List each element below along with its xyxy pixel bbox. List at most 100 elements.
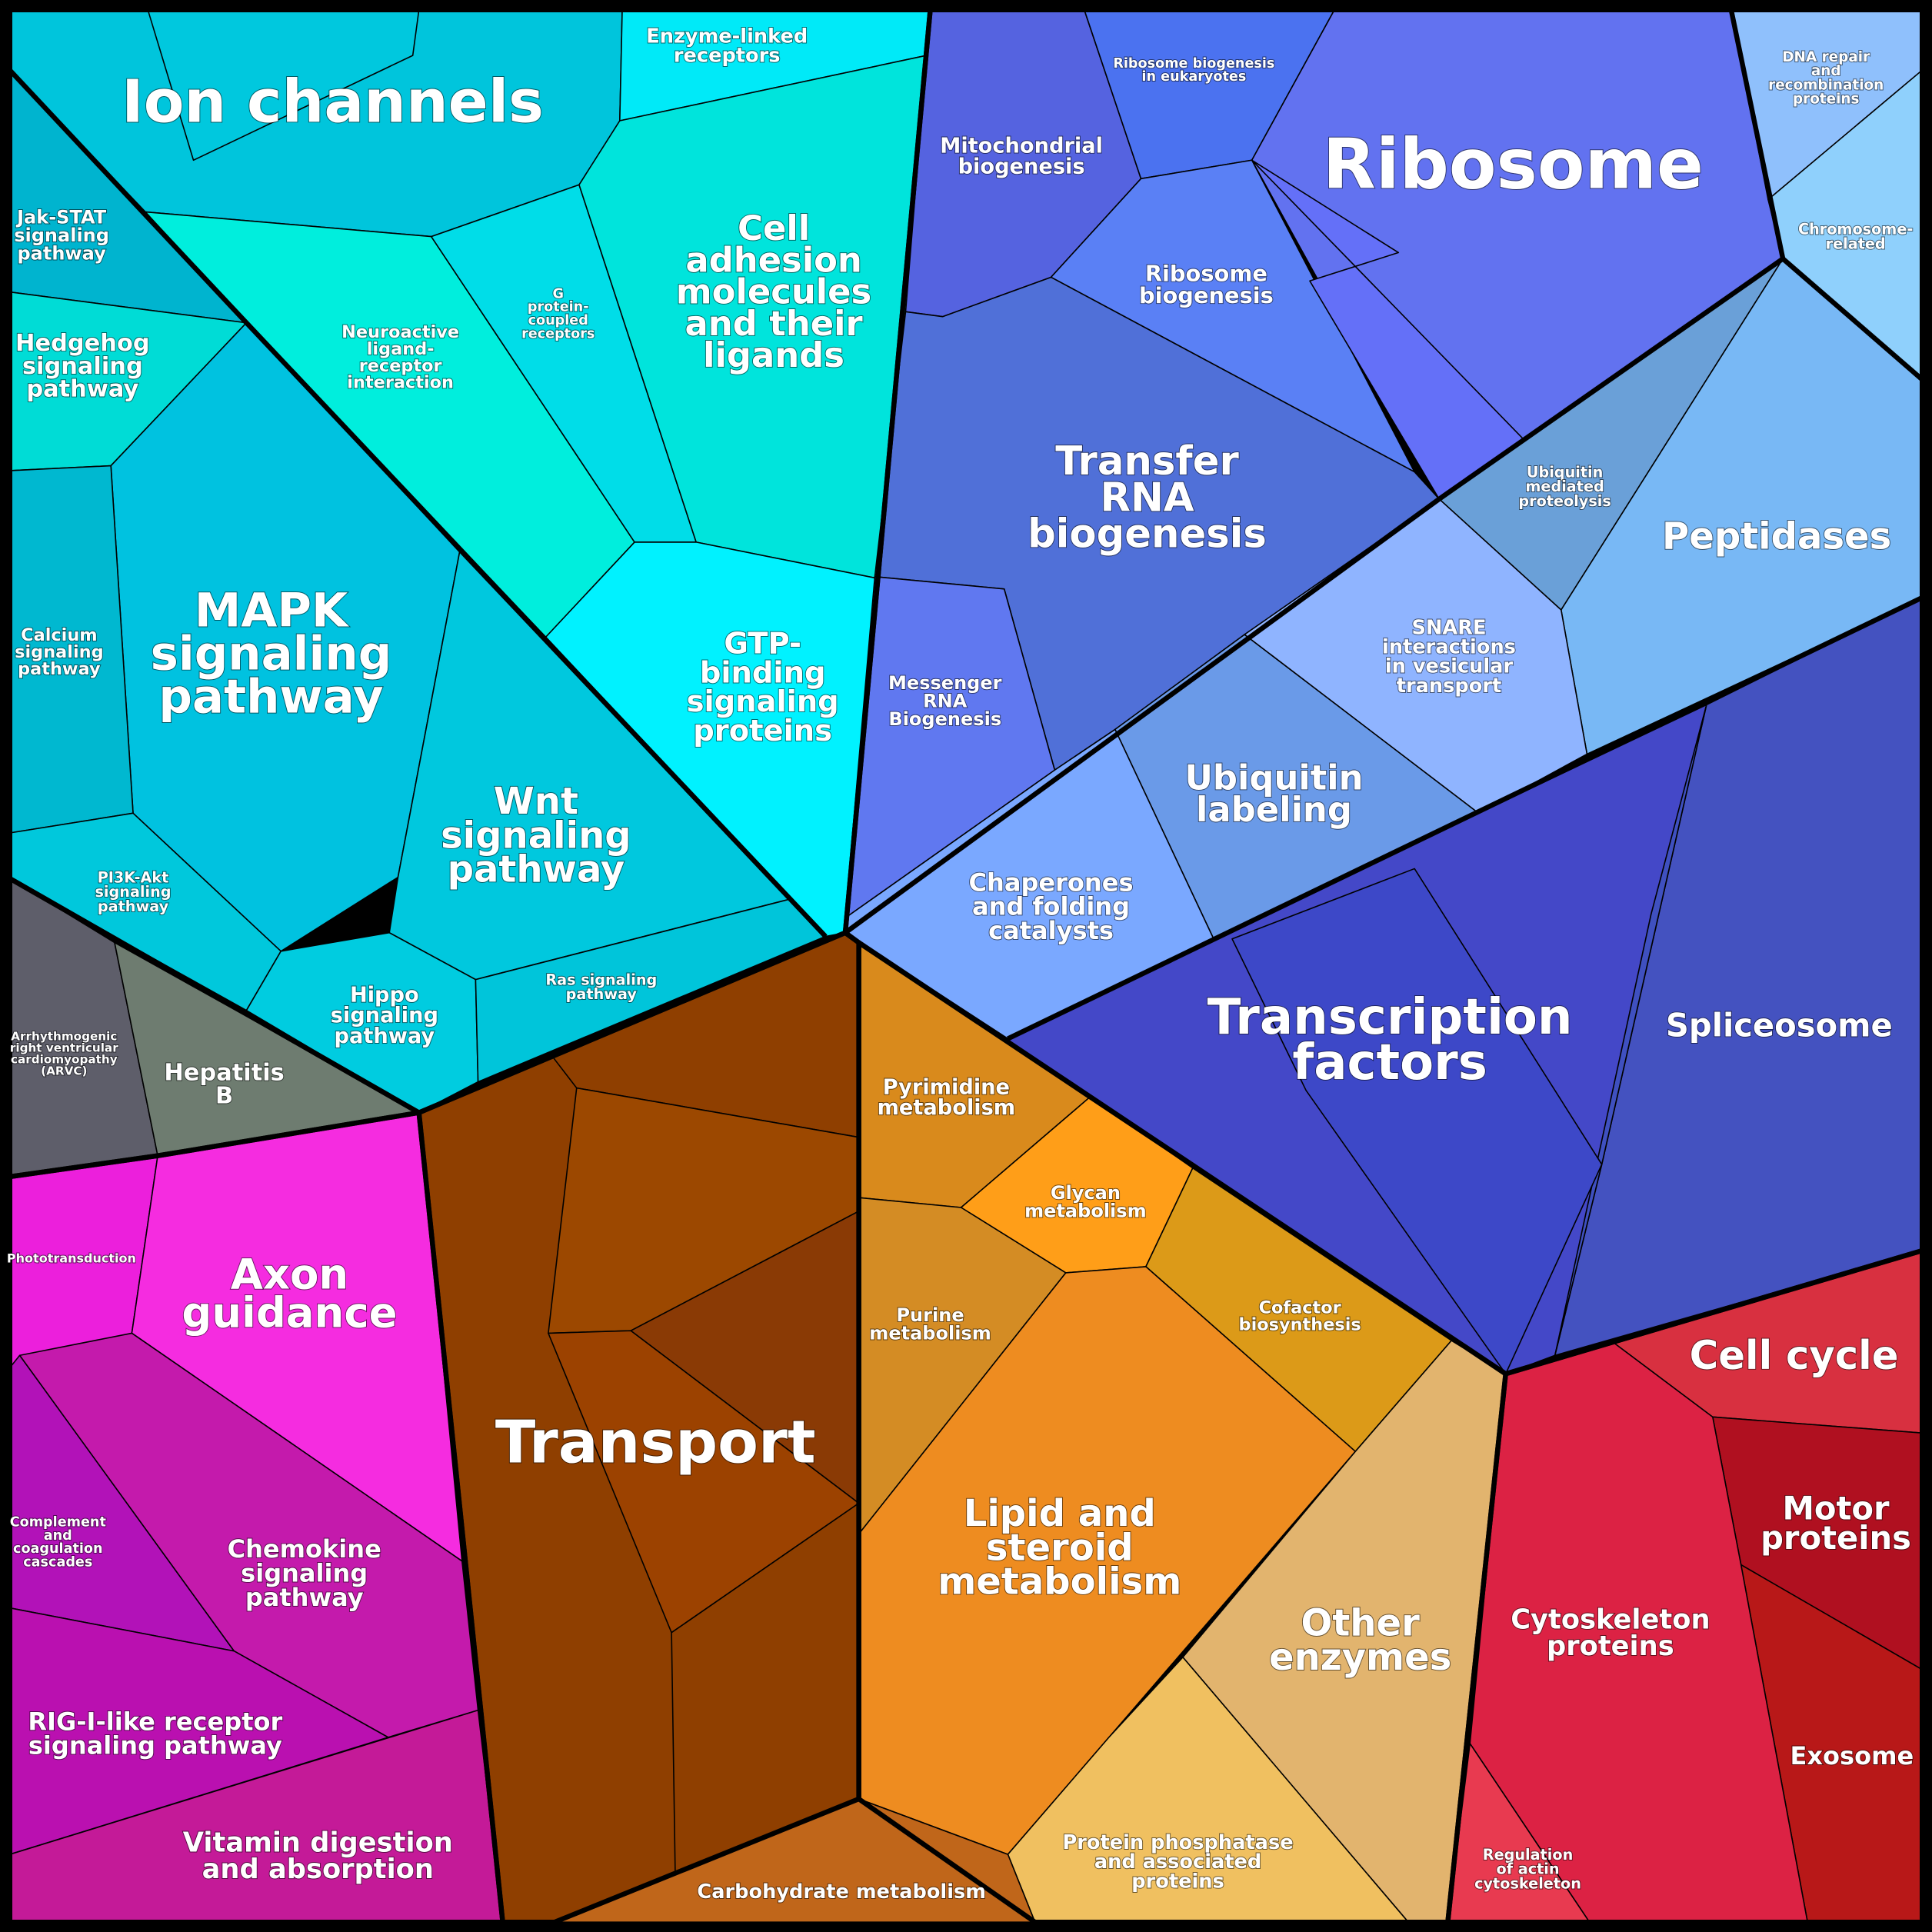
region-label-line: in eukaryotes: [1141, 69, 1246, 85]
region-label-line: and: [44, 1528, 72, 1544]
region-label-jak: Jak-STAT signaling pathway: [14, 206, 109, 264]
region-label-line: related: [1826, 235, 1886, 253]
region-label-line: signaling: [441, 814, 631, 857]
region-label-line: Other: [1301, 1602, 1420, 1645]
region-label-line: protein-: [528, 300, 589, 315]
region-label-carbo: Carbohydrate metabolism: [697, 1880, 986, 1904]
region-label-line: signaling: [151, 626, 392, 681]
region-label-neuro: Neuroactive ligand-receptor interaction: [341, 322, 459, 393]
region-label-line: Messenger: [888, 672, 1002, 694]
region-label-line: B: [215, 1082, 233, 1109]
region-label-line: proteins: [693, 714, 832, 748]
region-label-line: pathway: [17, 242, 106, 264]
region-label-line: Arrhythmogenic: [11, 1030, 117, 1044]
region-label-line: proteins: [1793, 91, 1860, 107]
region-label-line: Chromosome-: [1798, 221, 1913, 238]
group-border: [1007, 595, 1924, 1041]
region-label-line: Vitamin digestion: [183, 1827, 453, 1858]
region-label-glycan: Glycan metabolism: [1024, 1182, 1146, 1222]
region-label-line: binding: [700, 655, 826, 690]
region-label-wnt: Wnt signaling pathway: [441, 780, 631, 891]
region-label-line: cytoskeleton: [1474, 1874, 1581, 1892]
region-label-phosphatase: Protein phosphatase and associated protein…: [1063, 1831, 1294, 1893]
region-label-line: biogenesis: [1139, 282, 1274, 308]
region-label-arvc: Arrhythmogenic right ventricular cardiomyo…: [10, 1030, 118, 1078]
region-label-hepb: Hepatitis B: [164, 1059, 284, 1109]
region-label-line: RNA: [1100, 475, 1194, 521]
region-label-line: GTP-: [724, 627, 801, 661]
region-label-mapk: MAPK signaling pathway: [151, 583, 392, 724]
region-label-line: signaling: [241, 1558, 368, 1587]
region-label-line: Lipid and: [964, 1492, 1156, 1535]
region-label-line: signaling: [14, 225, 109, 246]
region-label-line: RIG-I-like receptor: [28, 1707, 282, 1736]
region-label-line: Cytoskeleton: [1511, 1604, 1710, 1635]
region-label-line: catalysts: [988, 916, 1114, 945]
region-label-line: pathway: [566, 985, 638, 1003]
sub-cell: [1231, 868, 1603, 1375]
region-label-line: MAPK: [195, 583, 349, 638]
region-label-line: Wnt: [494, 780, 578, 823]
region-label-rb: Ribosome biogenesis: [1139, 261, 1274, 308]
region-label-line: Hippo: [350, 983, 419, 1007]
region-label-tf: Transcription factors: [1208, 989, 1573, 1091]
region-label-line: proteolysis: [1518, 492, 1611, 510]
region-label-line: DNA repair: [1782, 49, 1870, 65]
region-label-line: molecules: [676, 271, 871, 312]
region-label-line: metabolism: [1024, 1201, 1146, 1222]
region-label-ubmed: Ubiquitin mediated proteolysis: [1518, 463, 1611, 510]
group-border: [1445, 1247, 1925, 1925]
region-label-enzyme: Enzyme-linked receptors: [646, 25, 808, 67]
region-label-cofactor: Cofactor biosynthesis: [1239, 1298, 1361, 1335]
region-label-line: enzymes: [1269, 1636, 1451, 1679]
region-label-line: proteins: [1760, 1519, 1911, 1557]
region-label-line: Ribosome biogenesis: [1113, 56, 1274, 72]
region-label-hippo: Hippo signaling pathway: [331, 983, 438, 1048]
region-label-cyto: Cytoskeleton proteins: [1511, 1604, 1710, 1662]
region-label-line: pathway: [18, 659, 101, 679]
region-label-line: recombination: [1768, 77, 1884, 93]
region-label-line: signaling: [331, 1004, 438, 1028]
region-label-line: right ventricular: [10, 1041, 118, 1055]
region-label-line: signaling: [22, 353, 143, 380]
region-label-line: cardiomyopathy: [11, 1052, 118, 1066]
region-label-line: Purine: [896, 1304, 964, 1326]
region-label-dna: DNA repair and recombination proteins: [1768, 49, 1884, 107]
region-label-line: Chaperones: [969, 868, 1134, 897]
region-label-gtp: GTP-binding signaling proteins: [687, 627, 839, 748]
region-label-line: pathway: [448, 848, 625, 891]
region-label-splice: Spliceosome: [1666, 1006, 1893, 1044]
region-label-line: receptors: [521, 326, 595, 341]
region-label-line: proteins: [1131, 1870, 1224, 1893]
region-label-line: receptor: [359, 356, 442, 376]
region-label-line: metabolism: [938, 1561, 1181, 1604]
region-label-line: Axon: [231, 1250, 348, 1299]
region-label-trna: Transfer RNA biogenesis: [1028, 438, 1267, 557]
region-label-line: Peptidases: [1662, 515, 1891, 558]
region-label-line: ligands: [703, 335, 844, 375]
region-label-line: Cell cycle: [1690, 1333, 1899, 1379]
region-label-line: Cofactor: [1259, 1298, 1341, 1318]
region-label-line: and absorption: [202, 1854, 434, 1885]
region-label-pept: Peptidases: [1662, 515, 1891, 558]
group-border: [8, 68, 828, 938]
region-label-chromo: Chromosome-related: [1798, 221, 1913, 253]
region-label-hedgehog: Hedgehog signaling pathway: [15, 330, 150, 403]
region-label-line: Calcium: [21, 625, 98, 645]
region-label-line: and associated: [1094, 1850, 1261, 1874]
region-label-line: Carbohydrate metabolism: [697, 1880, 986, 1904]
region-label-line: steroid: [986, 1526, 1134, 1569]
region-label-line: Protein phosphatase: [1063, 1831, 1294, 1854]
region-label-chemokine: Chemokine signaling pathway: [228, 1534, 381, 1612]
region-label-pyrimidine: Pyrimidine metabolism: [878, 1076, 1016, 1121]
region-label-motor: Motor proteins: [1760, 1489, 1911, 1556]
region-label-line: mediated: [1525, 478, 1604, 495]
region-label-photo: Phototransduction: [7, 1251, 136, 1265]
region-label-purine: Purine metabolism: [869, 1304, 991, 1344]
region-label-calcium: Calcium signaling pathway: [15, 625, 103, 679]
region-label-line: Mitochondrial: [940, 135, 1103, 158]
region-label-line: Ribosome: [1145, 261, 1267, 287]
